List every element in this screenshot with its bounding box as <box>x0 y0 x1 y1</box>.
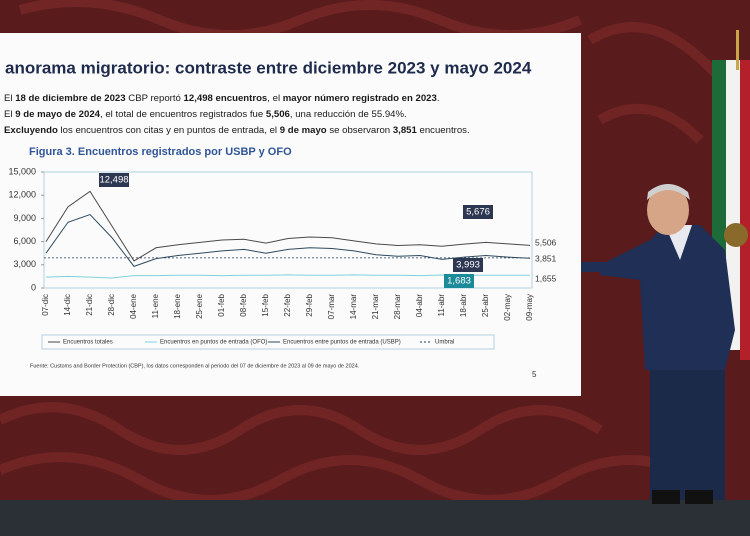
annotation: 12,498 <box>99 175 128 186</box>
bullet-segment: se observaron <box>327 125 393 136</box>
bullet-segment: El <box>4 109 15 120</box>
series-line <box>45 213 531 267</box>
end-label: 1,655 <box>535 273 557 283</box>
end-label: 5,506 <box>535 238 557 248</box>
bullet-segment: , el total de encuentros registrados fue <box>100 109 266 120</box>
x-tick-label: 14-mar <box>349 294 358 320</box>
x-tick-label: 11-ene <box>151 293 160 318</box>
x-tick-label: 15-feb <box>261 293 270 316</box>
slide-title: anorama migratorio: contraste entre dici… <box>5 58 532 77</box>
x-tick-label: 21-mar <box>371 294 380 320</box>
bullet-segment: CBP reportó <box>126 93 184 104</box>
bullet-segment: , el <box>267 93 282 104</box>
wall-pattern <box>0 0 745 505</box>
annotation: 5,676 <box>466 207 490 218</box>
bullet-segment: , una reducción de 55.94%. <box>290 109 407 120</box>
annotation: 1,683 <box>447 276 471 287</box>
x-tick-label: 29-feb <box>305 293 314 316</box>
annotation-box <box>99 173 129 187</box>
series-line <box>45 190 531 262</box>
end-label: 3,851 <box>535 253 557 263</box>
legend-label: Umbral <box>435 340 454 346</box>
annotation-box <box>463 205 493 219</box>
plot-frame <box>43 171 533 289</box>
bullet-segment: Excluyendo <box>4 125 58 136</box>
x-tick-label: 18-abr <box>459 294 468 317</box>
x-tick-label: 04-ene <box>129 293 138 318</box>
bullet-segment: 18 de diciembre de 2023 <box>15 93 125 104</box>
bullet-segment: 12,498 encuentros <box>184 93 268 104</box>
x-tick-label: 02-may <box>503 294 512 321</box>
bullet-segment: mayor número registrado en 2023 <box>283 93 437 104</box>
x-tick-label: 22-feb <box>283 293 292 316</box>
x-tick-label: 25-ene <box>195 293 204 318</box>
y-tick-label: 6,000 <box>13 236 36 246</box>
page-number: 5 <box>532 370 537 379</box>
x-tick-label: 21-dic <box>85 294 94 316</box>
stage-floor <box>0 500 750 536</box>
y-tick-label: 9,000 <box>13 213 36 223</box>
x-tick-label: 14-dic <box>63 294 72 316</box>
bullet: El 18 de diciembre de 2023 CBP reportó 1… <box>4 93 440 104</box>
figure-title: Figura 3. Encuentros registrados por USB… <box>29 146 292 158</box>
x-tick-label: 09-may <box>525 294 534 321</box>
x-tick-label: 04-abr <box>415 294 424 317</box>
bullet: Excluyendo los encuentros con citas y en… <box>4 125 470 136</box>
bullet: El 9 de mayo de 2024, el total de encuen… <box>4 109 407 120</box>
bullet-segment: 3,851 <box>393 125 418 136</box>
x-tick-label: 01-feb <box>217 293 226 316</box>
legend-label: Encuentros entre puntos de entrada (USBP… <box>283 340 401 346</box>
annotation: 3,993 <box>456 260 480 271</box>
legend-box <box>41 334 495 350</box>
bullet-segment: . <box>437 93 440 104</box>
x-tick-label: 28-dic <box>107 294 116 316</box>
x-tick-label: 18-ene <box>173 293 182 318</box>
y-tick-label: 15,000 <box>8 166 36 176</box>
annotation-box <box>444 274 474 288</box>
x-tick-label: 28-mar <box>393 294 402 320</box>
bullet-segment: 9 de mayo <box>280 125 327 136</box>
legend-label: Encuentros en puntos de entrada (OFO) <box>160 340 267 346</box>
x-tick-label: 25-abr <box>481 294 490 317</box>
y-tick-label: 12,000 <box>8 190 36 200</box>
bullet-segment: los encuentros con citas y en puntos de … <box>58 125 280 136</box>
x-tick-label: 07-dic <box>41 294 50 316</box>
flag <box>712 30 750 360</box>
y-tick-label: 0 <box>31 282 36 292</box>
x-tick-label: 07-mar <box>327 294 336 320</box>
bullet-segment: El <box>4 93 15 104</box>
x-tick-label: 11-abr <box>437 294 446 317</box>
speaker <box>559 184 735 504</box>
source: Fuente: Customs and Border Protection (C… <box>30 363 360 369</box>
bullet-segment: 9 de mayo de 2024 <box>15 109 100 120</box>
bullet-segment: 5,506 <box>266 109 290 120</box>
annotation-box <box>453 258 483 272</box>
bullet-segment: encuentros. <box>417 125 470 136</box>
x-tick-label: 08-feb <box>239 293 248 316</box>
y-tick-label: 3,000 <box>13 259 36 269</box>
legend-label: Encuentros totales <box>63 340 113 346</box>
